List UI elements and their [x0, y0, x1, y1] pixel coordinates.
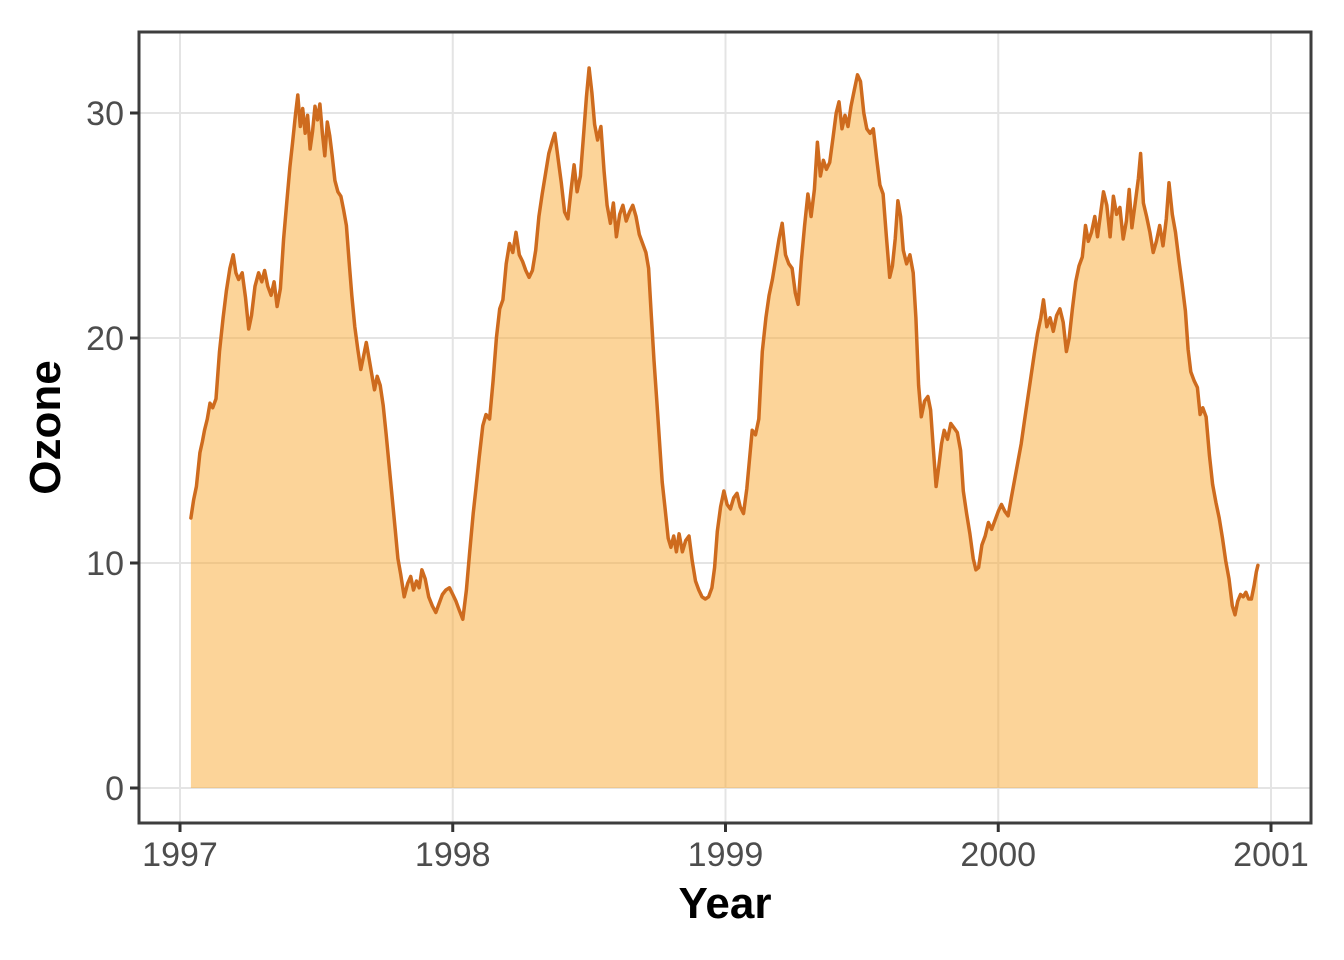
ozone-line	[189, 66, 1260, 622]
chart-layers: 1997 1998 1999 2000 2001 0 10 20 30	[86, 30, 1313, 874]
x-tick-label: 1998	[415, 836, 491, 874]
y-tick-label: 10	[86, 545, 124, 583]
x-tick-label: 2000	[960, 836, 1036, 874]
y-tick-label: 0	[105, 770, 124, 808]
x-axis-title: Year	[679, 879, 772, 928]
x-tick-label: 1997	[142, 836, 218, 874]
y-axis-title: Ozone	[21, 360, 70, 494]
y-tick-label: 30	[86, 95, 124, 133]
x-tick-label: 2001	[1233, 836, 1309, 874]
y-tick-label: 20	[86, 320, 124, 358]
x-tick-label: 1999	[688, 836, 764, 874]
